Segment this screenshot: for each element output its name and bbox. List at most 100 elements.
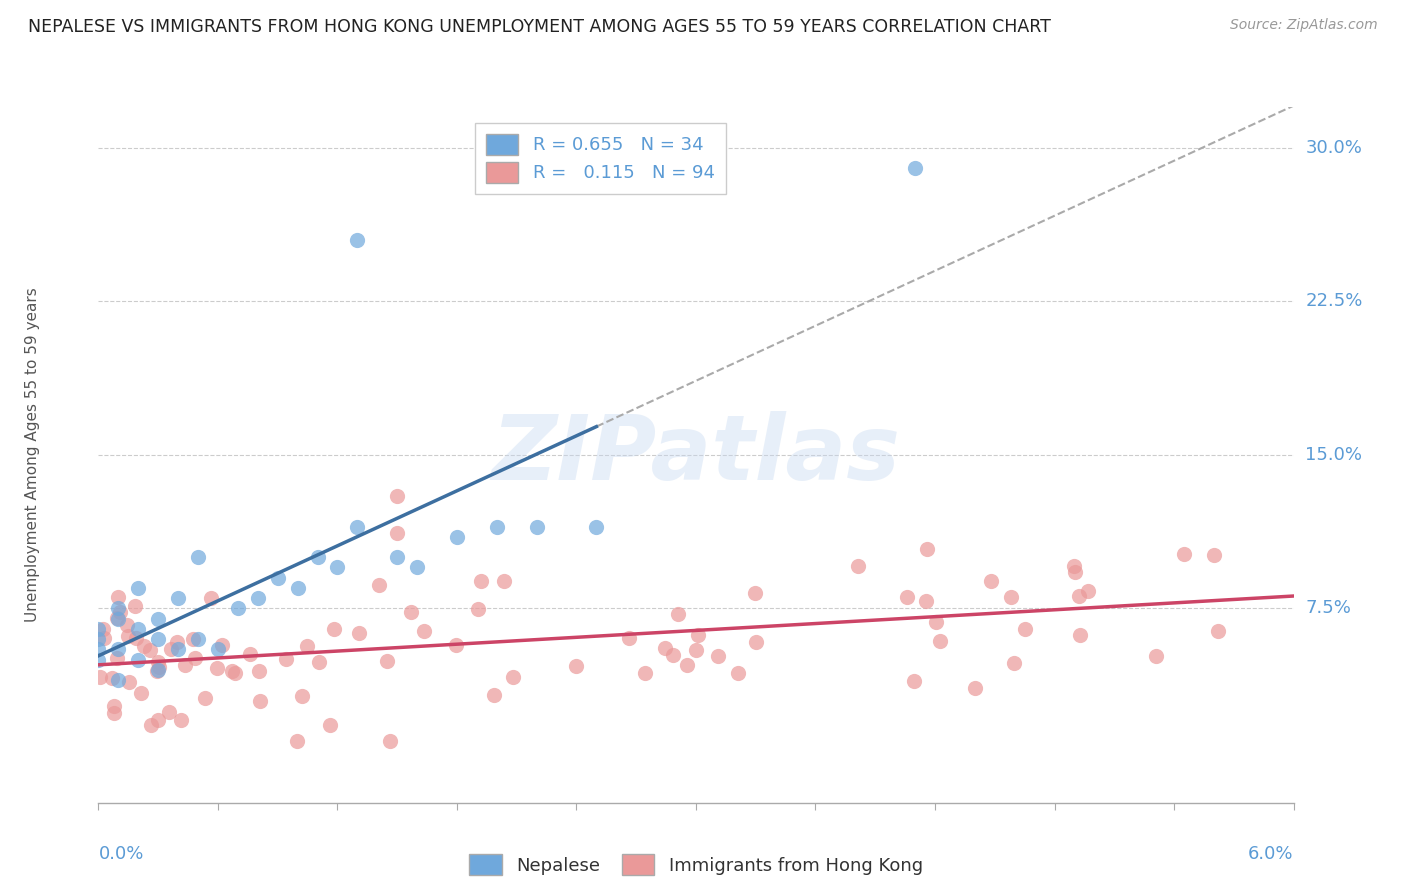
Point [118,675,141,690]
Point [87,632,110,646]
Point [666,607,689,622]
Point [87,642,110,657]
Point [928,634,950,648]
Point [904,161,927,176]
Point [187,632,209,646]
Point [846,558,869,573]
Point [105,651,128,665]
Point [91,622,114,636]
Point [380,734,402,748]
Text: 30.0%: 30.0% [1305,139,1362,157]
Text: 15.0%: 15.0% [1305,446,1362,464]
Point [661,648,683,662]
Point [89,670,111,684]
Point [221,664,243,678]
Point [526,519,548,533]
Point [170,713,193,727]
Point [485,519,508,533]
Point [107,673,129,687]
Point [224,666,246,681]
Text: 0.0%: 0.0% [98,845,143,863]
Point [654,640,676,655]
Point [285,734,308,748]
Point [207,661,229,675]
Point [173,658,195,673]
Point [346,233,368,247]
Point [634,666,657,681]
Point [166,635,188,649]
Point [131,686,153,700]
Point [87,652,110,666]
Point [323,623,346,637]
Text: NEPALESE VS IMMIGRANTS FROM HONG KONG UNEMPLOYMENT AMONG AGES 55 TO 59 YEARS COR: NEPALESE VS IMMIGRANTS FROM HONG KONG UN… [28,18,1052,36]
Point [139,717,162,731]
Point [585,519,607,533]
Point [117,618,139,632]
Text: Unemployment Among Ages 55 to 59 years: Unemployment Among Ages 55 to 59 years [25,287,41,623]
Point [181,632,204,647]
Point [108,605,131,619]
Point [146,664,169,678]
Point [924,615,946,629]
Point [470,574,492,588]
Text: 6.0%: 6.0% [1249,845,1294,863]
Point [1002,656,1025,670]
Point [207,642,229,657]
Point [274,652,297,666]
Point [249,694,271,708]
Point [157,705,180,719]
Point [124,599,146,613]
Point [107,590,129,604]
Point [502,670,524,684]
Point [211,638,233,652]
Point [1069,628,1091,642]
Point [148,713,170,727]
Point [167,642,190,657]
Point [685,642,707,657]
Point [103,706,125,721]
Point [903,674,925,689]
Point [319,718,342,732]
Point [326,560,349,574]
Point [385,489,409,503]
Point [399,605,422,619]
Point [686,627,709,641]
Point [107,601,129,615]
Point [107,612,129,626]
Point [444,638,467,652]
Point [93,631,115,645]
Point [385,550,409,565]
Point [676,658,699,673]
Point [146,655,169,669]
Point [125,632,148,646]
Point [1064,566,1087,580]
Point [406,560,429,574]
Point [148,612,170,626]
Point [132,639,155,653]
Point [565,658,588,673]
Point [385,525,409,540]
Point [727,665,749,680]
Point [346,519,368,533]
Point [127,581,149,595]
Point [368,578,391,592]
Point [1144,648,1167,663]
Point [148,663,170,677]
Point [745,635,768,649]
Point [184,651,207,665]
Point [412,624,434,638]
Point [484,688,506,702]
Point [267,571,290,585]
Point [226,601,249,615]
Point [1000,590,1022,604]
Point [187,550,209,565]
Point [107,642,129,657]
Point [492,574,515,588]
Text: 22.5%: 22.5% [1305,293,1362,310]
Point [1063,558,1085,573]
Point [295,640,318,654]
Point [101,671,124,685]
Point [467,602,489,616]
Point [127,652,149,666]
Point [1206,624,1229,638]
